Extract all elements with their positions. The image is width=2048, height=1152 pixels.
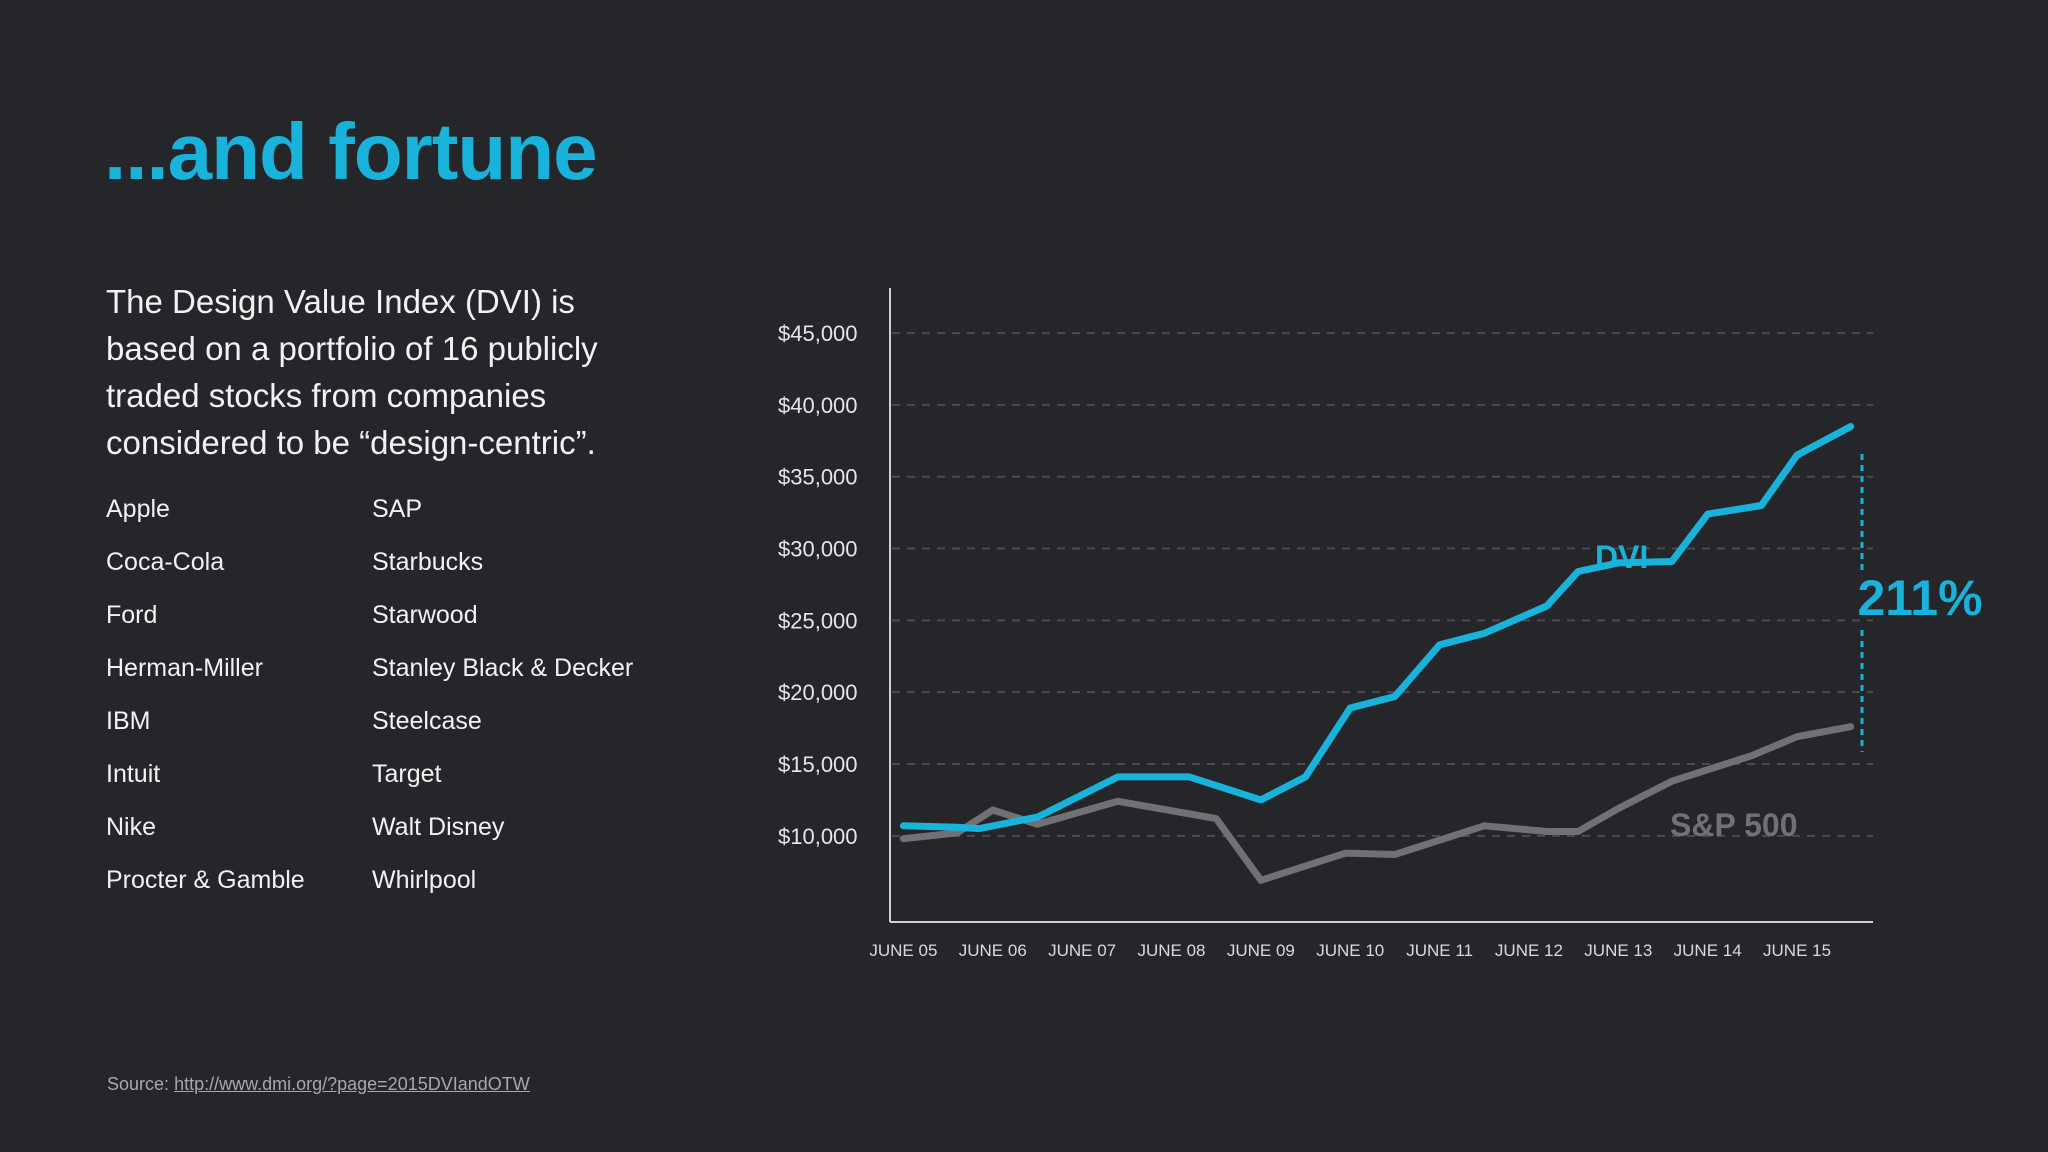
x-tick-labels: JUNE 05 JUNE 06 JUNE 07 JUNE 08 JUNE 09 JUNE … (869, 941, 1831, 960)
source-label: Source: (107, 1074, 170, 1094)
company-item-left: Herman-Miller (106, 654, 263, 682)
slide-title: ...and fortune (104, 107, 598, 196)
company-item-left: Intuit (106, 760, 161, 788)
company-item-right: Stanley Black & Decker (372, 654, 634, 682)
company-item-left: Nike (106, 813, 157, 841)
company-item-right: Starwood (372, 601, 478, 629)
x-tick-label: JUNE 09 (1227, 941, 1295, 960)
axes (889, 288, 1873, 923)
x-tick-label: JUNE 10 (1316, 941, 1384, 960)
company-item-right: Steelcase (372, 707, 482, 735)
y-tick-label: $45,000 (778, 321, 858, 346)
dvi-series-line (899, 423, 1855, 833)
series-lines (899, 423, 1855, 884)
sp500-series-label: S&P 500 (1670, 807, 1798, 843)
annotations: DVI S&P 500 211% (1595, 454, 1983, 843)
grid-lines (892, 332, 1873, 837)
intro-paragraph: The Design Value Index (DVI) is based on… (106, 283, 598, 461)
y-tick-label: $10,000 (778, 824, 858, 849)
x-tick-label: JUNE 11 (1406, 941, 1473, 960)
company-item-left: Procter & Gamble (106, 866, 305, 894)
y-tick-labels: $10,000 $15,000 $20,000 $25,000 $30,000 $35,0… (778, 321, 858, 849)
company-item-right: Starbucks (372, 548, 484, 576)
x-tick-label: JUNE 14 (1674, 941, 1742, 960)
source-link[interactable]: http://www.dmi.org/?page=2015DVIandOTW (174, 1074, 530, 1094)
company-item-left: Ford (106, 601, 158, 629)
y-tick-label: $35,000 (778, 465, 858, 490)
x-tick-label: JUNE 05 (869, 941, 937, 960)
sp500-series-line (899, 723, 1855, 884)
y-tick-label: $25,000 (778, 608, 858, 633)
source-note: Source: http://www.dmi.org/?page=2015DVI… (107, 1074, 530, 1095)
x-tick-label: JUNE 12 (1495, 941, 1563, 960)
dvi-series-label: DVI (1595, 539, 1648, 575)
y-tick-label: $30,000 (778, 537, 858, 562)
x-tick-label: JUNE 06 (959, 941, 1027, 960)
x-tick-label: JUNE 13 (1584, 941, 1652, 960)
company-item-right: Whirlpool (372, 866, 477, 894)
x-tick-label: JUNE 15 (1763, 941, 1831, 960)
company-item-right: Walt Disney (372, 813, 505, 841)
company-item-left: Coca-Cola (106, 548, 225, 576)
company-item-right: Target (372, 760, 442, 788)
y-tick-label: $15,000 (778, 752, 858, 777)
x-tick-label: JUNE 08 (1137, 941, 1205, 960)
x-tick-label: JUNE 07 (1048, 941, 1116, 960)
company-list: Apple SAP Coca-Cola Starbucks Ford Starwood He… (106, 488, 672, 912)
y-tick-label: $40,000 (778, 393, 858, 418)
company-item-right: SAP (372, 495, 423, 523)
company-item-left: IBM (106, 707, 151, 735)
y-tick-label: $20,000 (778, 680, 858, 705)
growth-percent-label: 211% (1857, 570, 1982, 626)
company-item-left: Apple (106, 495, 170, 523)
